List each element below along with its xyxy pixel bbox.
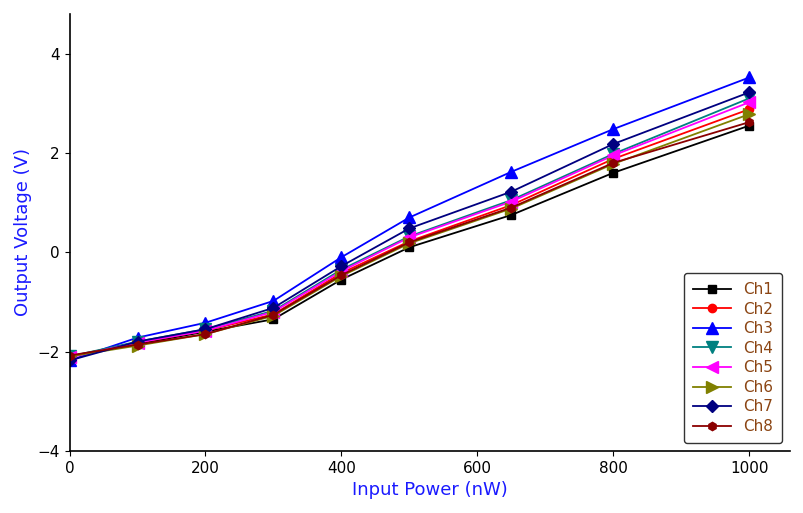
Ch5 bbox=[268, 309, 278, 315]
Ch3 bbox=[744, 74, 753, 81]
Ch6 bbox=[132, 343, 142, 349]
Ch6 bbox=[744, 111, 753, 117]
Ch2 bbox=[336, 270, 346, 276]
Ch6 bbox=[64, 353, 74, 360]
Ch2 bbox=[132, 340, 142, 346]
Ch5 bbox=[336, 268, 346, 274]
Line: Ch1: Ch1 bbox=[65, 122, 752, 361]
Ch8 bbox=[64, 352, 74, 359]
Ch2 bbox=[744, 106, 753, 112]
Ch2 bbox=[201, 328, 210, 334]
Ch6 bbox=[608, 161, 618, 167]
Ch8 bbox=[506, 205, 516, 211]
Ch5 bbox=[608, 152, 618, 159]
Ch2 bbox=[64, 353, 74, 360]
Ch1 bbox=[64, 353, 74, 360]
Ch8 bbox=[336, 272, 346, 278]
Ch7 bbox=[64, 358, 74, 364]
Ch7 bbox=[268, 305, 278, 311]
Line: Ch5: Ch5 bbox=[64, 97, 754, 363]
Ch7 bbox=[404, 225, 414, 231]
Ch5 bbox=[404, 234, 414, 241]
Ch3 bbox=[336, 254, 346, 260]
Ch7 bbox=[201, 326, 210, 332]
Ch2 bbox=[608, 156, 618, 162]
Ch1 bbox=[336, 277, 346, 283]
Ch1 bbox=[744, 123, 753, 129]
Ch6 bbox=[336, 273, 346, 279]
Ch4 bbox=[268, 308, 278, 314]
Line: Ch2: Ch2 bbox=[65, 105, 752, 361]
Ch1 bbox=[506, 212, 516, 218]
Ch5 bbox=[64, 354, 74, 361]
Ch2 bbox=[506, 202, 516, 208]
Ch1 bbox=[608, 170, 618, 176]
Ch2 bbox=[404, 238, 414, 244]
Ch7 bbox=[506, 189, 516, 195]
Ch5 bbox=[744, 99, 753, 105]
Ch6 bbox=[268, 313, 278, 319]
Ch5 bbox=[132, 340, 142, 346]
Ch8 bbox=[132, 342, 142, 348]
Ch1 bbox=[268, 316, 278, 322]
Ch6 bbox=[404, 240, 414, 246]
Ch4 bbox=[336, 267, 346, 273]
Ch3 bbox=[268, 298, 278, 304]
Ch1 bbox=[201, 329, 210, 335]
Line: Ch3: Ch3 bbox=[64, 72, 754, 366]
Ch4 bbox=[744, 95, 753, 102]
Ch3 bbox=[64, 358, 74, 364]
Ch6 bbox=[506, 205, 516, 211]
Ch8 bbox=[608, 160, 618, 166]
Ch8 bbox=[201, 331, 210, 337]
Ch1 bbox=[132, 341, 142, 347]
Ch8 bbox=[404, 239, 414, 245]
Ch4 bbox=[132, 339, 142, 345]
Ch7 bbox=[608, 141, 618, 147]
Ch3 bbox=[404, 214, 414, 221]
Ch2 bbox=[268, 311, 278, 318]
Ch4 bbox=[506, 197, 516, 203]
Ch6 bbox=[201, 331, 210, 337]
Ch8 bbox=[744, 119, 753, 125]
Line: Ch7: Ch7 bbox=[65, 88, 752, 365]
Ch5 bbox=[201, 328, 210, 334]
Ch7 bbox=[744, 89, 753, 95]
Ch3 bbox=[506, 169, 516, 175]
Ch7 bbox=[132, 339, 142, 345]
Ch7 bbox=[336, 263, 346, 269]
Ch1 bbox=[404, 244, 414, 250]
X-axis label: Input Power (nW): Input Power (nW) bbox=[352, 481, 507, 499]
Line: Ch8: Ch8 bbox=[65, 118, 752, 360]
Y-axis label: Output Voltage (V): Output Voltage (V) bbox=[14, 148, 32, 317]
Line: Ch6: Ch6 bbox=[64, 109, 754, 362]
Ch3 bbox=[132, 334, 142, 341]
Legend: Ch1, Ch2, Ch3, Ch4, Ch5, Ch6, Ch7, Ch8: Ch1, Ch2, Ch3, Ch4, Ch5, Ch6, Ch7, Ch8 bbox=[683, 273, 781, 443]
Ch4 bbox=[64, 353, 74, 360]
Ch3 bbox=[608, 126, 618, 132]
Ch3 bbox=[201, 320, 210, 326]
Ch4 bbox=[404, 233, 414, 240]
Ch8 bbox=[268, 312, 278, 318]
Ch5 bbox=[506, 199, 516, 205]
Ch4 bbox=[608, 151, 618, 157]
Line: Ch4: Ch4 bbox=[64, 93, 754, 362]
Ch4 bbox=[201, 326, 210, 332]
